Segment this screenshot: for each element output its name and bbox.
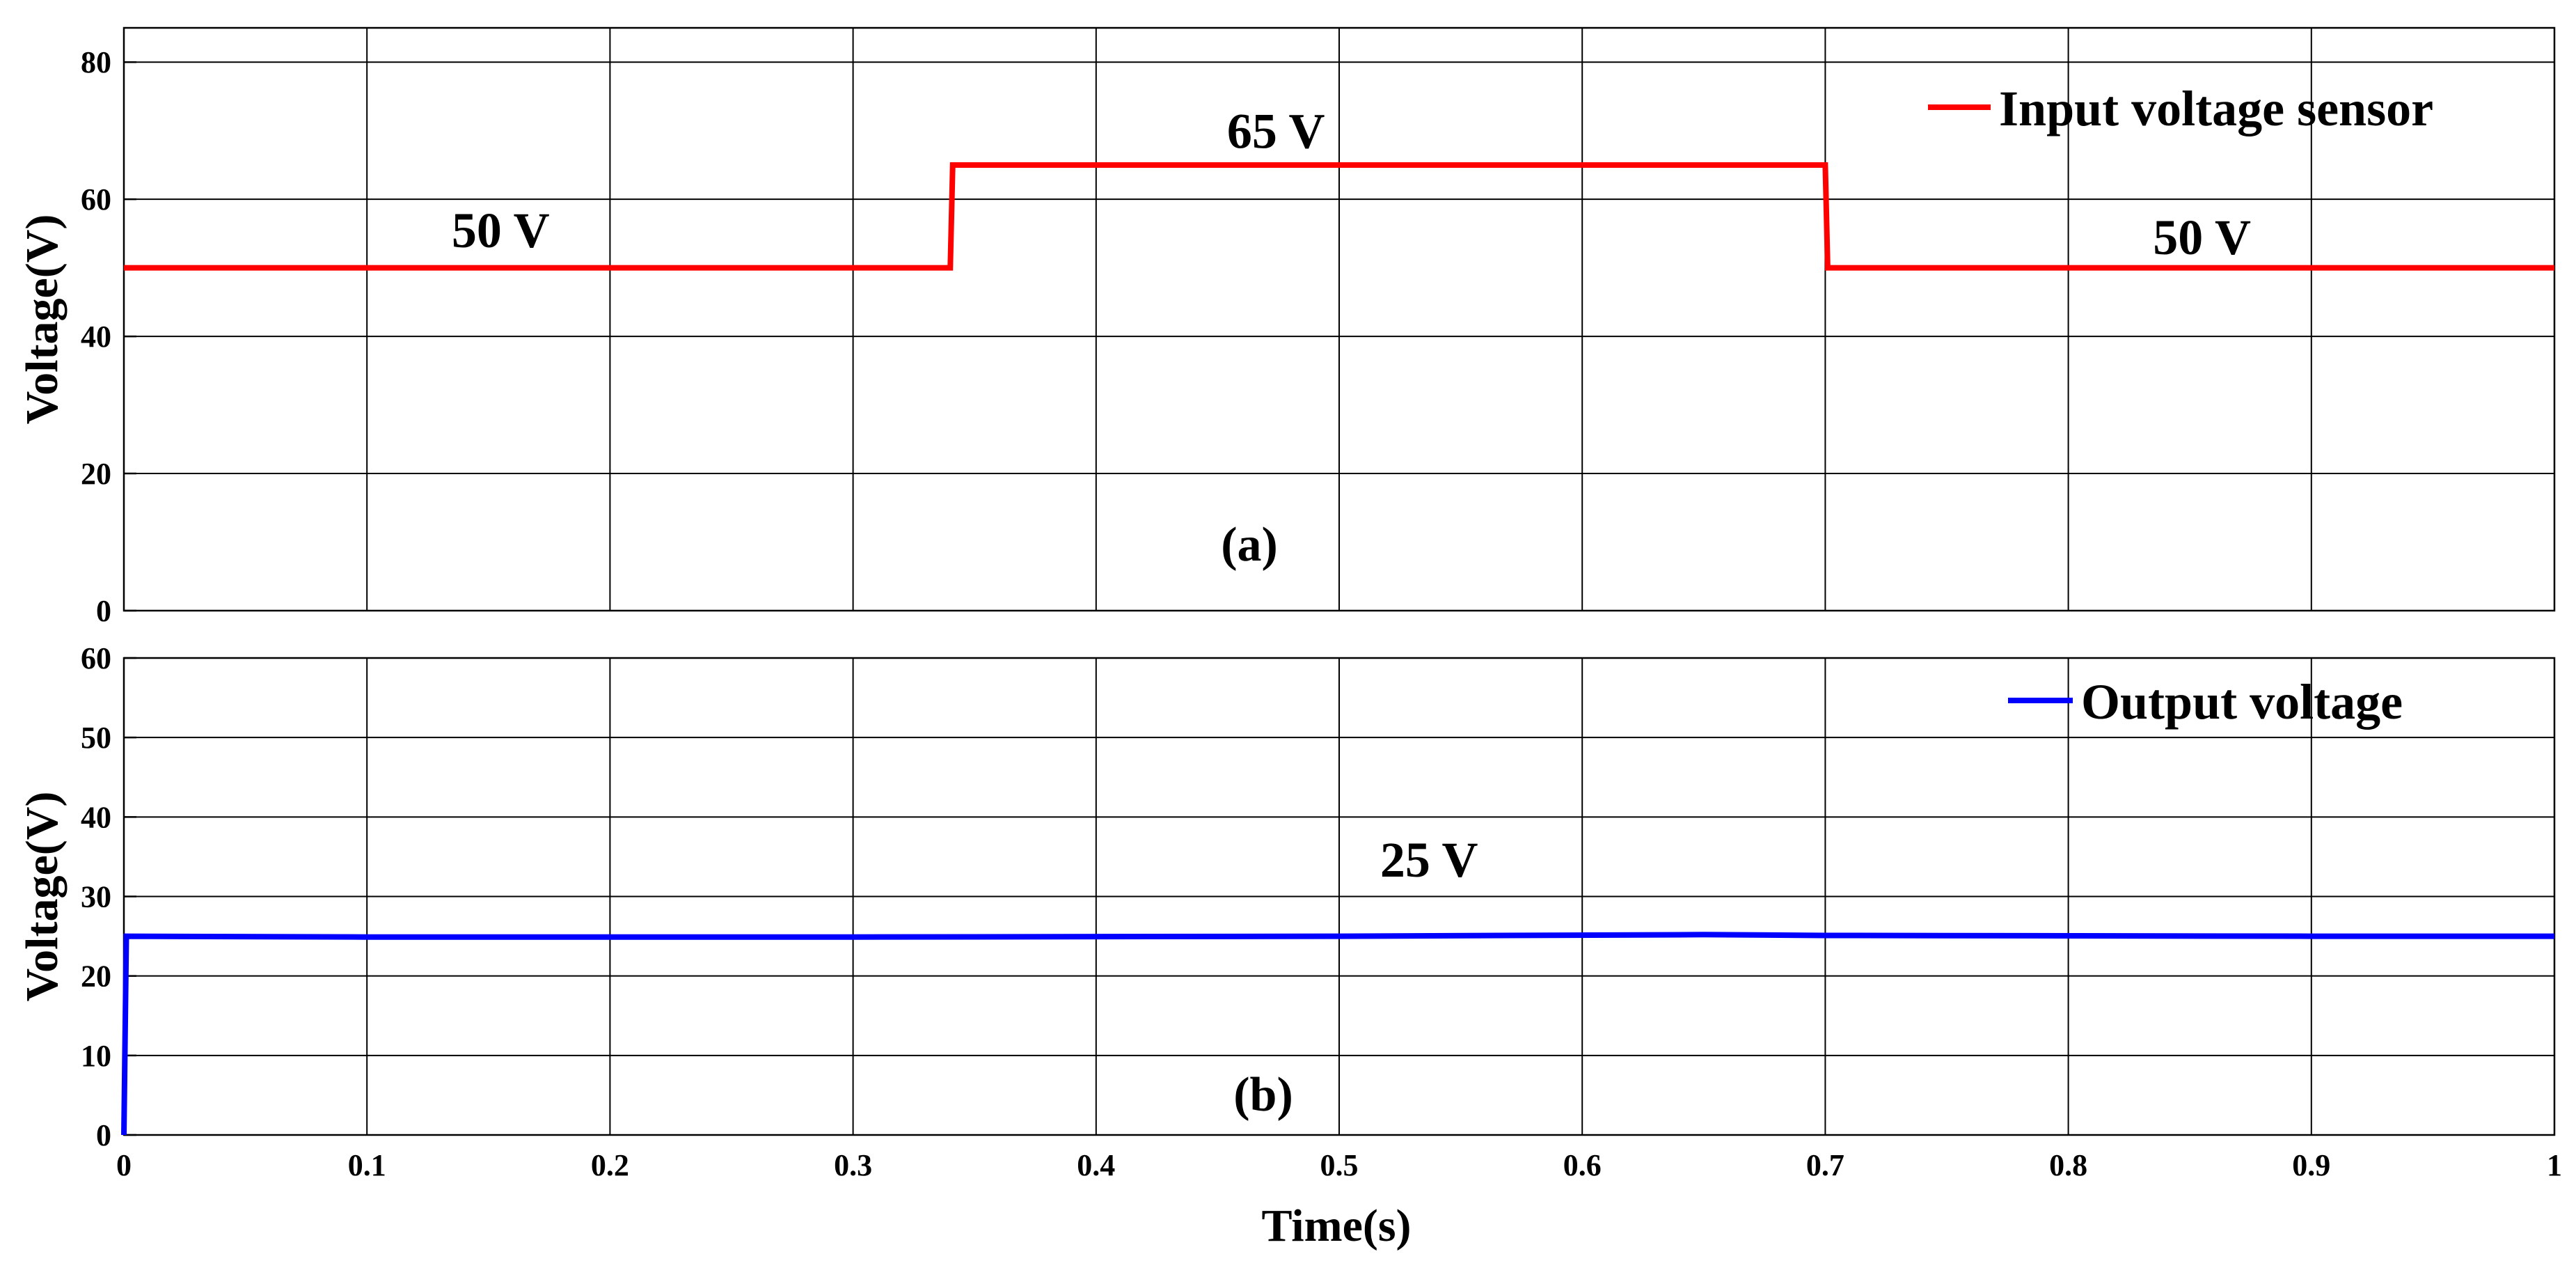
y-tick-label: 20 (81, 457, 111, 491)
legend-entry: Input voltage sensor (1999, 81, 2433, 136)
y-tick-label: 60 (81, 641, 111, 675)
x-axis-label: Time(s) (1261, 1200, 1411, 1251)
y-tick-label: 40 (81, 800, 111, 834)
x-tick-label: 0.6 (1563, 1148, 1602, 1182)
x-tick-label: 0.3 (834, 1148, 872, 1182)
plot-frame (123, 26, 2556, 612)
x-tick-label: 0.4 (1077, 1148, 1115, 1182)
y-tick-label: 30 (81, 880, 111, 914)
x-tick-label: 0.8 (2049, 1148, 2087, 1182)
y-axis-label: Voltage(V) (17, 214, 68, 425)
x-tick-label: 0.5 (1320, 1148, 1359, 1182)
panel-label: (b) (1233, 1068, 1293, 1122)
y-tick-label: 0 (96, 594, 111, 628)
chart-panel-a: 0 20 40 60 80 Voltage(V) Input voltage sensor 5… (17, 26, 2556, 628)
value-annotation: 50 V (452, 203, 550, 258)
x-tick-label: 0.2 (591, 1148, 629, 1182)
y-tick-label: 20 (81, 959, 111, 994)
series-line-input-voltage (124, 162, 2554, 271)
legend-entry: Output voltage (2081, 674, 2403, 730)
y-tick-label: 50 (81, 721, 111, 755)
y-tick-label: 0 (96, 1118, 111, 1152)
y-tick-label: 60 (81, 182, 111, 217)
value-annotation: 50 V (2153, 210, 2251, 265)
x-tick-label: 0 (116, 1148, 132, 1182)
value-annotation: 25 V (1380, 832, 1478, 888)
chart-panel-b: 0 10 20 30 40 50 60 0 0.1 0.2 0.3 0.4 0.5 0.6 0.7 0.8 0.… (17, 641, 2562, 1251)
y-tick-label: 40 (81, 320, 111, 354)
panel-label: (a) (1221, 518, 1278, 572)
y-axis-label: Voltage(V) (17, 792, 68, 1002)
x-tick-label: 0.9 (2292, 1148, 2330, 1182)
x-tick-label: 1 (2547, 1148, 2562, 1182)
y-tick-label: 80 (81, 45, 111, 79)
y-tick-label: 10 (81, 1039, 111, 1073)
series-line-output-voltage (121, 932, 2554, 1136)
x-tick-label: 0.7 (1806, 1148, 1844, 1182)
value-annotation: 65 V (1227, 103, 1325, 159)
x-tick-label: 0.1 (348, 1148, 386, 1182)
